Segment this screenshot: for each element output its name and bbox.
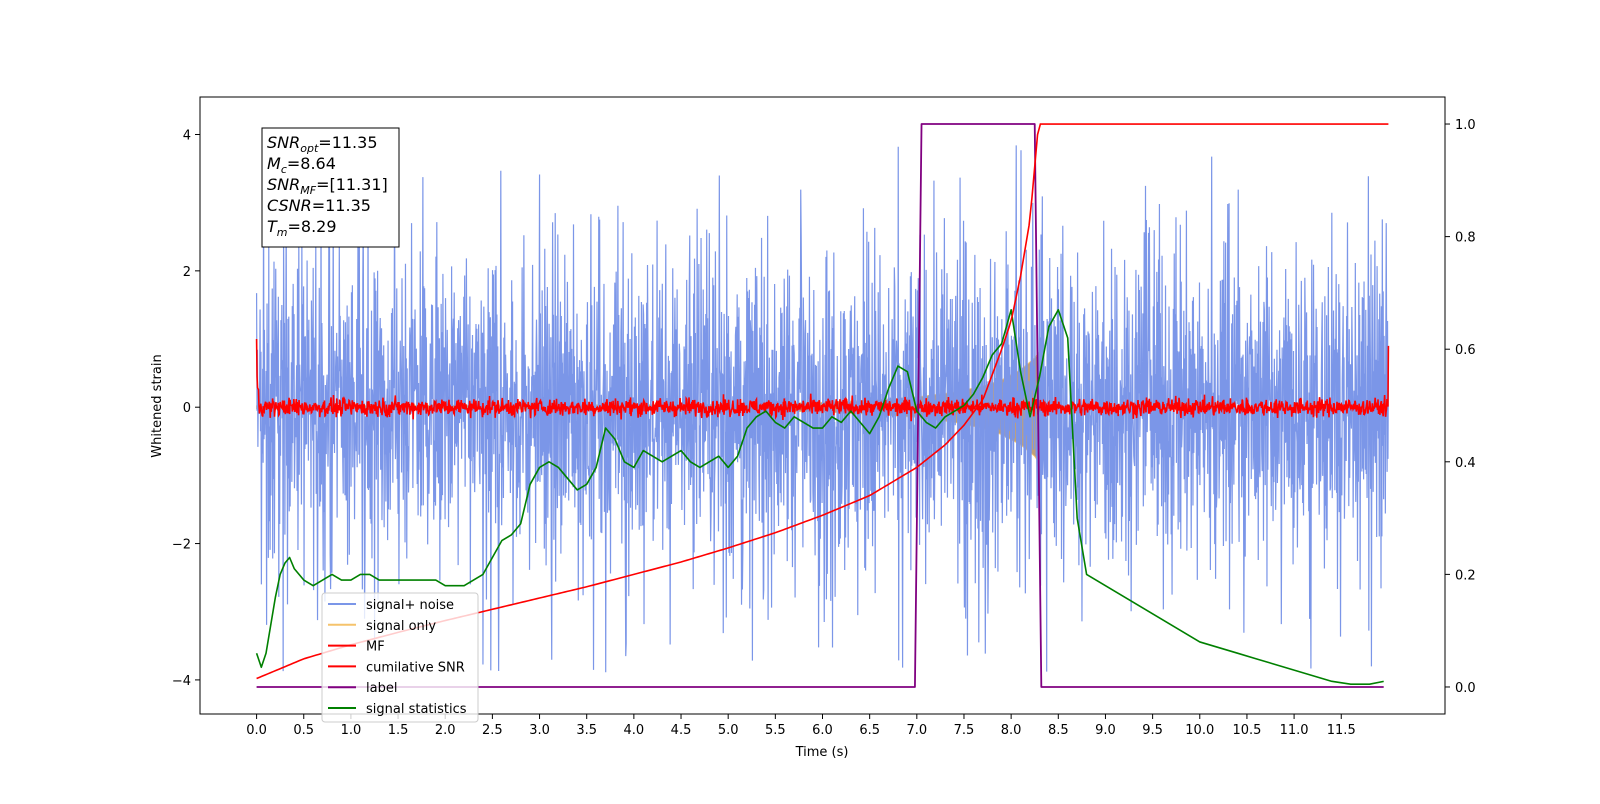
legend-item: signal+ noise [328,598,454,613]
legend-item: cumilative SNR [328,660,465,675]
y2-tick-label: 1.0 [1455,118,1476,133]
x-tick-label: 7.5 [954,723,975,738]
series-label [256,123,1384,688]
y-tick-label: −2 [172,538,191,553]
legend-label: signal statistics [366,702,467,717]
x-tick-label: 11.5 [1327,723,1356,738]
stats-line: Tm=8.29 [267,217,337,239]
x-tick-label: 5.5 [765,723,786,738]
stats-line: CSNR=11.35 [267,196,371,215]
x-tick-label: 9.5 [1142,723,1163,738]
x-tick-label: 3.0 [529,723,550,738]
legend-label: MF [366,640,385,655]
series-signal-noise [255,145,1390,673]
y2-tick-label: 0.4 [1455,456,1476,471]
x-tick-label: 3.5 [576,723,597,738]
y-tick-label: 4 [183,128,191,143]
x-tick-label: 6.0 [812,723,833,738]
x-tick-label: 11.0 [1280,723,1309,738]
y-axis-label: Whitened strain [150,354,165,457]
legend-label: signal+ noise [366,598,454,613]
legend-box [321,592,479,723]
stats-line: Mc=8.64 [267,154,336,176]
x-tick-label: 0.5 [293,723,314,738]
y-tick-label: 0 [183,401,191,416]
stats-annotation: SNRopt=11.35Mc=8.64SNRMF=[11.31]CSNR=11.… [261,127,400,248]
x-tick-label: 8.0 [1001,723,1022,738]
legend-item: signal statistics [328,702,467,717]
stats-line: SNRopt=11.35 [267,133,378,155]
x-tick-label: 5.0 [718,723,739,738]
y2-tick-label: 0.2 [1455,568,1476,583]
legend-item: MF [328,640,385,655]
legend-label: signal only [366,619,436,634]
y2-tick-label: 0.8 [1455,231,1476,246]
x-tick-label: 1.0 [341,723,362,738]
y2-tick-label: 0.6 [1455,343,1476,358]
x-tick-label: 4.5 [671,723,692,738]
y-tick-label: 2 [183,265,191,280]
x-tick-label: 8.5 [1048,723,1069,738]
x-tick-label: 10.5 [1232,723,1261,738]
series-mf [255,339,1390,422]
x-tick-label: 10.0 [1185,723,1214,738]
x-tick-label: 7.0 [906,723,927,738]
x-tick-label: 6.5 [859,723,880,738]
x-tick-label: 4.0 [624,723,645,738]
x-tick-label: 1.5 [388,723,409,738]
y2-tick-label: 0.0 [1455,681,1476,696]
x-axis-label: Time (s) [795,745,849,760]
legend: signal+ noise signal only MF cumilative SNR… [321,592,479,723]
legend-label: label [366,681,397,696]
noise-layer [255,145,1390,673]
x-tick-label: 2.0 [435,723,456,738]
stats-line: SNRMF=[11.31] [267,175,388,197]
x-tick-label: 9.0 [1095,723,1116,738]
axes-layer: 0.0 0.5 1.0 1.5 2.0 2.5 3.0 3.5 4.0 4.5 5.0 5.5 6.0 6… [172,118,1476,738]
stats-box [261,127,400,248]
y-tick-label: −4 [172,674,191,689]
series-signal-statistics [255,309,1384,685]
legend-item: signal only [328,619,436,634]
legend-item: label [328,681,397,696]
legend-label: cumilative SNR [366,660,465,675]
x-tick-label: 0.0 [246,723,267,738]
x-tick-label: 2.5 [482,723,503,738]
